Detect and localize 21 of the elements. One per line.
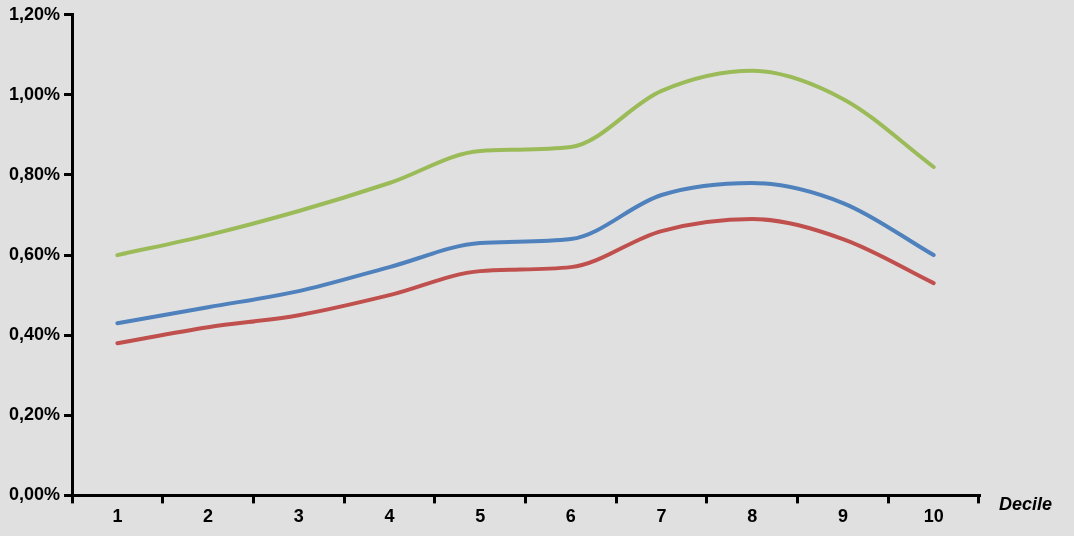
x-tick-label: 3 [293,506,304,527]
x-tick-label: 2 [203,506,214,527]
x-tick-label: 7 [656,506,667,527]
x-tick-label: 8 [747,506,758,527]
x-tick-label: 9 [837,506,848,527]
x-tick-label: 5 [475,506,486,527]
line-series [115,68,936,258]
y-tick-label: 1,00% [8,83,61,104]
y-tick-label: 1,20% [8,3,61,24]
line-series [115,181,936,326]
y-tick-label: 0,80% [8,163,61,184]
x-axis-title: Decile [999,494,1053,515]
y-tick-label: 0,00% [8,484,61,505]
x-tick-label: 10 [923,506,944,527]
y-tick-label: 0,60% [8,244,61,265]
line-series [115,217,936,346]
x-tick-label: 1 [112,506,123,527]
y-tick-label: 0,20% [8,404,61,425]
y-tick-label: 0,40% [8,324,61,345]
x-tick-label: 6 [565,506,576,527]
x-tick-label: 4 [384,506,395,527]
